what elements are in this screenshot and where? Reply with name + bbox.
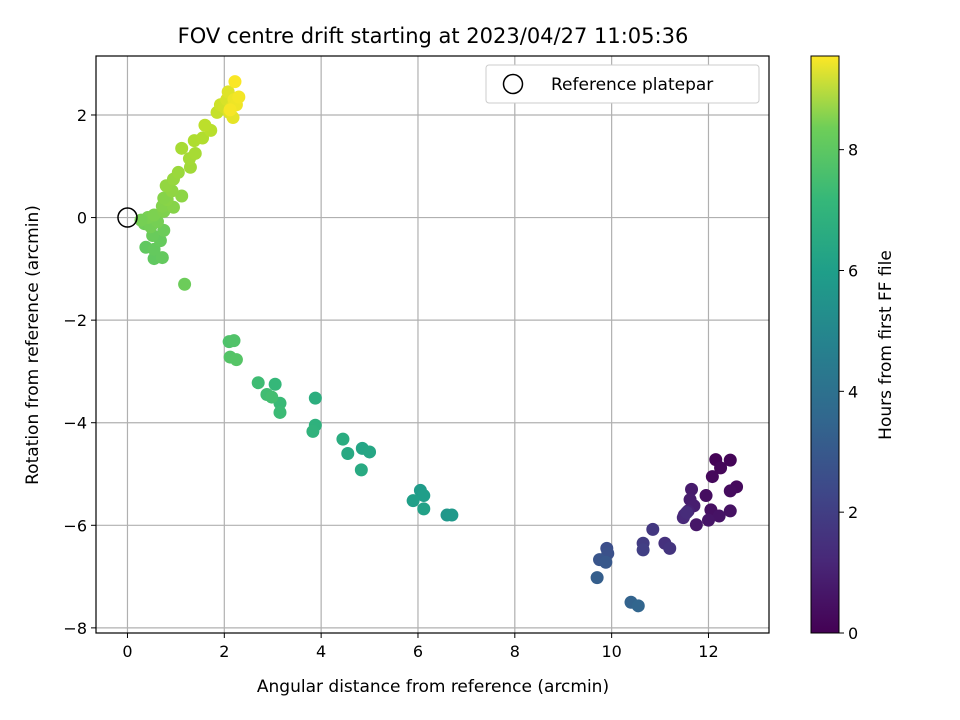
data-point — [171, 165, 185, 179]
data-point — [701, 513, 715, 527]
data-point — [306, 424, 320, 438]
data-point — [251, 376, 265, 390]
plot-area: 0 2 4 6 8 10 12 −8 −6 −4 −2 0 2 — [63, 55, 770, 661]
x-tick-label: 10 — [601, 642, 621, 661]
y-axis-ticks: −8 −6 −4 −2 0 2 — [63, 106, 96, 638]
colorbar-label: Hours from first FF file — [876, 250, 896, 440]
colorbar: 0 2 4 6 8 Hours from first FF file — [810, 55, 896, 643]
data-point — [685, 482, 699, 496]
data-points — [117, 75, 744, 613]
data-point — [232, 90, 246, 104]
x-axis-label: Angular distance from reference (arcmin) — [257, 677, 609, 697]
x-axis-ticks: 0 2 4 6 8 10 12 — [122, 633, 719, 661]
data-point — [336, 432, 350, 446]
data-point — [663, 541, 677, 555]
data-point — [723, 504, 737, 518]
colorbar-tick-label: 6 — [848, 261, 858, 280]
legend-entry-reference: Reference platepar — [551, 75, 713, 95]
axes-frame — [95, 55, 770, 634]
y-axis-label: Rotation from reference (arcmin) — [23, 205, 43, 485]
x-tick-label: 12 — [698, 642, 718, 661]
data-point — [712, 509, 726, 523]
data-point — [175, 141, 189, 155]
data-point — [714, 461, 728, 475]
data-point — [445, 508, 459, 522]
colorbar-gradient — [810, 55, 840, 634]
data-point — [646, 522, 660, 536]
data-point — [354, 463, 368, 477]
grid-lines — [96, 56, 769, 633]
data-point — [636, 543, 650, 557]
colorbar-tick-label: 0 — [848, 624, 858, 643]
data-point — [723, 484, 737, 498]
data-point — [196, 131, 210, 145]
data-point — [308, 391, 322, 405]
data-point — [699, 489, 713, 503]
data-point — [188, 146, 202, 160]
data-point — [265, 390, 279, 404]
data-point — [705, 470, 719, 484]
x-tick-label: 4 — [316, 642, 326, 661]
data-point — [228, 75, 242, 89]
reference-platepar-marker — [117, 207, 138, 228]
colorbar-tick-label: 2 — [848, 503, 858, 522]
data-point — [341, 446, 355, 460]
y-tick-label: −4 — [63, 414, 87, 433]
data-point — [134, 213, 148, 227]
data-point — [590, 571, 604, 585]
data-point — [680, 505, 694, 519]
colorbar-tick-label: 4 — [848, 382, 858, 401]
data-point — [689, 518, 703, 532]
data-point — [631, 599, 645, 613]
data-point — [599, 555, 613, 569]
x-tick-label: 0 — [122, 642, 132, 661]
legend-box — [485, 64, 760, 104]
data-point — [406, 494, 420, 508]
data-point — [268, 377, 282, 391]
y-tick-label: 2 — [77, 106, 87, 125]
colorbar-tick-label: 8 — [848, 141, 858, 160]
x-tick-label: 6 — [413, 642, 423, 661]
legend-marker-reference — [502, 73, 524, 95]
data-point — [417, 502, 431, 516]
chart-title: FOV centre drift starting at 2023/04/27 … — [178, 24, 689, 48]
colorbar-ticks: 0 2 4 6 8 — [839, 141, 858, 643]
y-tick-label: −6 — [63, 516, 87, 535]
data-point — [417, 489, 431, 503]
x-tick-label: 2 — [219, 642, 229, 661]
x-tick-label: 8 — [510, 642, 520, 661]
data-point — [175, 189, 189, 203]
data-point — [723, 453, 737, 467]
legend: Reference platepar — [485, 64, 760, 104]
data-point — [273, 405, 287, 419]
data-point — [198, 118, 212, 132]
data-point — [363, 445, 377, 459]
y-tick-label: 0 — [77, 209, 87, 228]
data-point — [227, 334, 241, 348]
y-tick-label: −2 — [63, 311, 87, 330]
data-point — [155, 251, 169, 265]
data-point — [229, 353, 243, 367]
data-point — [223, 103, 237, 117]
data-point — [178, 277, 192, 291]
y-tick-label: −8 — [63, 619, 87, 638]
